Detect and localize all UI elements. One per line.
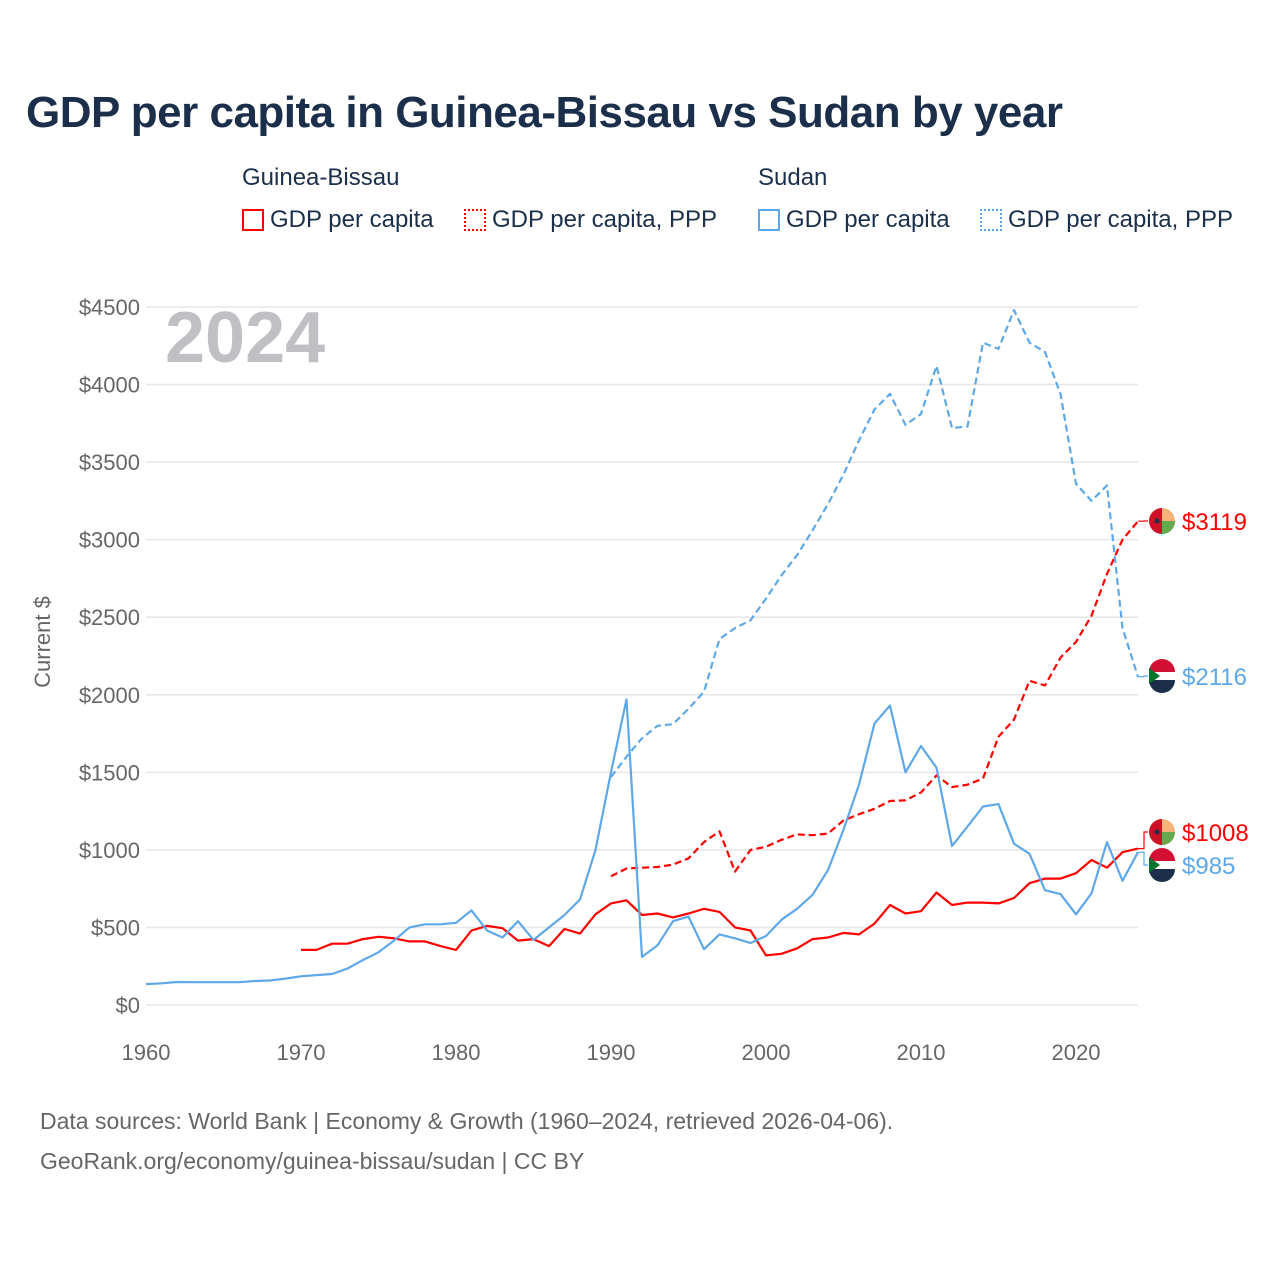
legend-label: GDP per capita, PPP: [1008, 206, 1233, 233]
series-line-guinea-bissau-gdp-per-capita: [301, 847, 1139, 957]
flag-green-triangle: [1149, 857, 1160, 873]
x-tick-label: 1970: [277, 1040, 326, 1065]
footer-sources: Data sources: World Bank | Economy & Gro…: [40, 1108, 894, 1134]
end-connector: [1138, 831, 1148, 850]
y-tick-label: $500: [91, 915, 140, 940]
end-value-label: $1008: [1182, 820, 1249, 847]
y-tick-label: $4500: [79, 295, 140, 320]
legend-group-guinea-bissau: Guinea-Bissau: [242, 164, 400, 191]
x-tick-label: 1990: [587, 1040, 636, 1065]
x-tick-label: 2000: [742, 1040, 791, 1065]
series-line-guinea-bissau-gdp-per-capita-ppp: [610, 520, 1139, 878]
guinea-bissau-flag-icon: [1149, 819, 1175, 845]
guinea-bissau-flag-icon: [1149, 508, 1175, 534]
flag-black-band: [1149, 869, 1175, 882]
flag-red-band: [1149, 659, 1175, 672]
flag-star: [1154, 829, 1160, 835]
legend-item-gb-gdp[interactable]: GDP per capita: [242, 206, 434, 234]
legend-label: GDP per capita: [270, 206, 434, 233]
end-value-label: $2116: [1182, 664, 1247, 691]
year-watermark: 2024: [165, 298, 325, 378]
legend-swatch-solid-blue: [758, 209, 780, 231]
flag-green-triangle: [1149, 668, 1160, 684]
legend-swatch-dotted-blue: [980, 209, 1002, 231]
x-tick-label: 2020: [1052, 1040, 1101, 1065]
end-connector: [1138, 675, 1148, 678]
legend-label: GDP per capita, PPP: [492, 206, 717, 233]
y-tick-label: $2500: [79, 605, 140, 630]
legend-item-gb-ppp[interactable]: GDP per capita, PPP: [464, 206, 717, 234]
flag-black-band: [1149, 680, 1175, 693]
chart-title: GDP per capita in Guinea-Bissau vs Sudan…: [26, 88, 1063, 137]
y-tick-label: $2000: [79, 683, 140, 708]
legend-item-sudan-ppp[interactable]: GDP per capita, PPP: [980, 206, 1233, 234]
y-tick-label: $1500: [79, 760, 140, 785]
y-tick-label: $4000: [79, 373, 140, 398]
end-value-label: $985: [1182, 853, 1235, 880]
flag-green-2: [1162, 832, 1175, 845]
series-line-sudan-gdp-per-capita-ppp: [610, 309, 1140, 778]
y-tick-label: $3000: [79, 528, 140, 553]
legend-swatch-solid-red: [242, 209, 264, 231]
end-connector: [1138, 851, 1148, 866]
flag-star: [1154, 518, 1160, 524]
sudan-flag-icon: [1149, 659, 1175, 693]
legend-swatch-dotted-red: [464, 209, 486, 231]
end-value-label: $3119: [1182, 509, 1247, 536]
y-tick-label: $0: [116, 993, 140, 1018]
legend-label: GDP per capita: [786, 206, 950, 233]
x-tick-label: 1960: [122, 1040, 171, 1065]
x-tick-label: 2010: [897, 1040, 946, 1065]
flag-red-band: [1149, 848, 1175, 861]
x-tick-label: 1980: [432, 1040, 481, 1065]
y-axis-label: Current $: [30, 596, 55, 688]
footer-link[interactable]: GeoRank.org/economy/guinea-bissau/sudan …: [40, 1148, 585, 1174]
series-line-sudan-gdp-per-capita: [145, 698, 1139, 986]
y-tick-label: $1000: [79, 838, 140, 863]
legend-item-sudan-gdp[interactable]: GDP per capita: [758, 206, 950, 234]
legend-group-sudan: Sudan: [758, 164, 828, 191]
y-tick-label: $3500: [79, 450, 140, 475]
sudan-flag-icon: [1149, 848, 1175, 882]
flag-green-2: [1162, 521, 1175, 534]
